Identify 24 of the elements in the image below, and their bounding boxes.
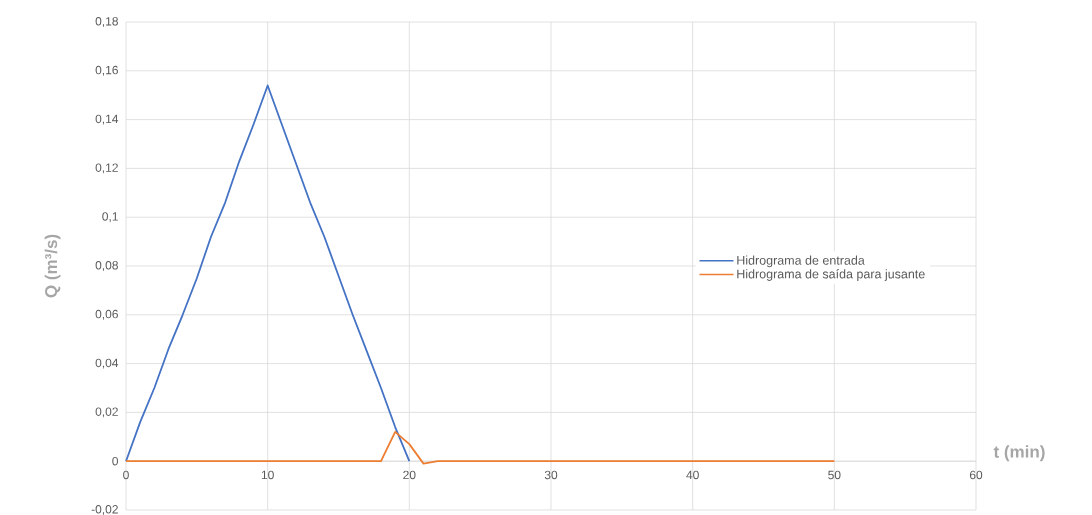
y-axis-title: Q (m³/s) xyxy=(44,234,61,298)
y-tick-label: -0,02 xyxy=(91,505,118,515)
y-tick-label: 0,02 xyxy=(95,407,118,418)
y-tick-label: 0,12 xyxy=(95,163,118,174)
y-tick-label: 0,18 xyxy=(95,17,118,27)
x-tick-label: 10 xyxy=(261,470,274,480)
y-tick-label: 0 xyxy=(112,456,119,466)
x-tick-label: 40 xyxy=(686,470,699,480)
x-tick-label: 30 xyxy=(544,470,558,480)
line-series xyxy=(125,84,411,463)
legend-label: Hidrograma de entrada xyxy=(737,255,865,268)
x-tick-label: 0 xyxy=(123,470,129,480)
y-tick-label: 0,06 xyxy=(95,309,118,320)
y-tick-label: 0,08 xyxy=(95,261,118,271)
x-tick-label: 60 xyxy=(969,470,983,480)
x-tick-label: 20 xyxy=(403,470,416,480)
x-axis-title: t (min) xyxy=(993,445,1045,462)
line-series xyxy=(125,431,836,465)
legend-label: Hidrograma de saída para jusante xyxy=(737,269,925,281)
x-tick-label: 50 xyxy=(828,470,841,480)
y-tick-label: 0,1 xyxy=(102,212,118,223)
y-tick-label: 0,16 xyxy=(95,65,118,76)
y-tick-label: 0,04 xyxy=(95,358,119,369)
y-tick-label: 0,14 xyxy=(95,114,119,125)
